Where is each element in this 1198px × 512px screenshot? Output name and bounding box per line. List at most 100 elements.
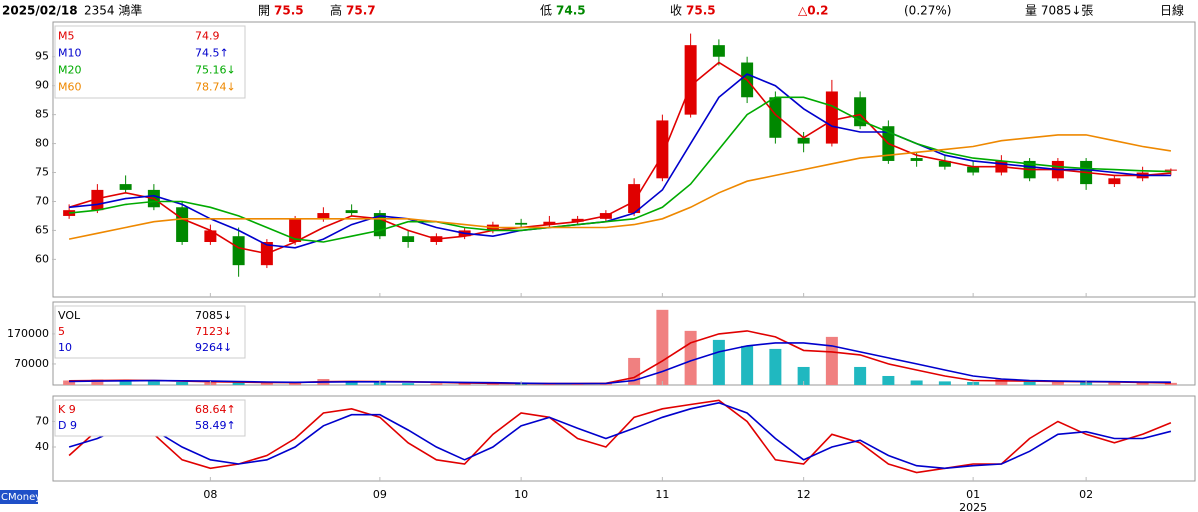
candle-body bbox=[176, 207, 189, 242]
x-tick-label: 02 bbox=[1079, 488, 1093, 501]
legend-value: 9264↓ bbox=[195, 341, 232, 354]
volume-bar bbox=[741, 345, 754, 385]
volume: 量 7085↓張 bbox=[1025, 4, 1093, 18]
brand: CMoney bbox=[1, 492, 41, 503]
volume-bar bbox=[486, 383, 499, 385]
volume-bar bbox=[147, 381, 160, 385]
legend-value: 74.9 bbox=[195, 30, 220, 43]
volume-bar bbox=[289, 382, 302, 385]
candle-body bbox=[119, 184, 132, 190]
y-tick-label: 60 bbox=[35, 252, 49, 265]
candle-body bbox=[1108, 178, 1121, 185]
series-line bbox=[68, 401, 1172, 470]
year-label: 2025 bbox=[959, 501, 987, 512]
volume-bar bbox=[1136, 382, 1149, 385]
brand-box bbox=[0, 490, 38, 504]
candle-body bbox=[656, 120, 669, 179]
candle-body bbox=[628, 184, 641, 214]
volume-bar bbox=[176, 381, 189, 385]
legend-value: 7085↓ bbox=[195, 309, 232, 322]
header-value: 74.5 bbox=[556, 4, 586, 18]
series-line bbox=[68, 61, 1171, 255]
header-value: 75.7 bbox=[346, 4, 376, 18]
period: 日線 bbox=[1160, 3, 1184, 18]
y-tick-label: 90 bbox=[35, 79, 49, 92]
y-tick-label: 70 bbox=[35, 194, 49, 207]
volume-bar bbox=[712, 339, 725, 385]
volume-bar bbox=[1164, 382, 1177, 385]
volume-bar bbox=[1108, 382, 1121, 385]
header-value: 75.5 bbox=[274, 4, 304, 18]
header-label: 高 bbox=[330, 3, 342, 18]
legend-name: 5 bbox=[58, 325, 65, 338]
panel-frame bbox=[52, 395, 1196, 482]
change: △0.2 bbox=[798, 4, 829, 18]
volume-bar bbox=[882, 375, 895, 385]
series-line bbox=[68, 399, 1172, 474]
y-tick-label: 70 bbox=[35, 415, 49, 428]
legend-box bbox=[54, 399, 246, 437]
header-value: 75.5 bbox=[686, 4, 716, 18]
candle-body bbox=[938, 160, 951, 167]
legend-value: 78.74↓ bbox=[195, 81, 236, 94]
legend-name: M10 bbox=[58, 47, 82, 60]
candle-body bbox=[712, 45, 725, 57]
volume-bar bbox=[854, 366, 867, 385]
legend-value: 7123↓ bbox=[195, 325, 232, 338]
volume-bar bbox=[938, 381, 951, 385]
candle-body bbox=[684, 45, 697, 115]
volume-bar bbox=[995, 378, 1008, 385]
legend-name: M60 bbox=[58, 81, 82, 94]
x-tick-label: 12 bbox=[797, 488, 811, 501]
series-line bbox=[69, 342, 1171, 385]
candle-body bbox=[967, 166, 980, 173]
legend-value: 68.64↑ bbox=[195, 403, 236, 416]
header-label: 開 bbox=[258, 4, 270, 18]
legend-value: 74.5↑ bbox=[195, 47, 229, 60]
candle-body bbox=[910, 158, 923, 161]
volume-bar bbox=[458, 383, 471, 385]
y-tick-label: 170000 bbox=[7, 327, 49, 340]
volume-bar bbox=[656, 309, 669, 385]
candle-body bbox=[825, 91, 838, 144]
candle-body bbox=[317, 213, 330, 219]
volume-bar bbox=[769, 348, 782, 385]
header-label: 低 bbox=[540, 4, 552, 18]
x-tick-label: 10 bbox=[514, 488, 528, 501]
candle-body bbox=[571, 218, 584, 222]
x-tick-label: 09 bbox=[373, 488, 387, 501]
candle-body bbox=[769, 97, 782, 138]
candle-body bbox=[1164, 169, 1177, 171]
candle-body bbox=[204, 230, 217, 242]
y-tick-label: 65 bbox=[35, 223, 49, 236]
candle-body bbox=[543, 221, 556, 225]
volume-bar bbox=[910, 380, 923, 385]
legend-name: M20 bbox=[58, 64, 82, 77]
series-line bbox=[69, 73, 1171, 249]
volume-bar bbox=[119, 380, 132, 385]
volume-bar bbox=[797, 366, 810, 385]
volume-bar bbox=[345, 381, 358, 385]
volume-bar bbox=[430, 383, 443, 385]
candle-body bbox=[797, 137, 810, 144]
y-tick-label: 75 bbox=[35, 166, 49, 179]
candle-body bbox=[515, 222, 528, 225]
series-line bbox=[68, 134, 1172, 240]
legend-name: 10 bbox=[58, 341, 72, 354]
legend-box bbox=[54, 305, 246, 359]
legend-name: K 9 bbox=[58, 403, 76, 416]
series-line bbox=[69, 96, 1171, 243]
y-tick-label: 40 bbox=[35, 440, 49, 453]
date: 2025/02/18 bbox=[2, 4, 78, 18]
x-tick-label: 11 bbox=[655, 488, 669, 501]
volume-bar bbox=[825, 336, 838, 385]
y-tick-label: 70000 bbox=[14, 357, 49, 370]
volume-bar bbox=[1051, 381, 1064, 385]
volume-bar bbox=[232, 382, 245, 385]
y-tick-label: 95 bbox=[35, 50, 49, 63]
volume-bar bbox=[63, 380, 76, 385]
legend-box bbox=[54, 25, 246, 99]
legend-name: M5 bbox=[58, 30, 75, 43]
candle-body bbox=[289, 218, 302, 242]
